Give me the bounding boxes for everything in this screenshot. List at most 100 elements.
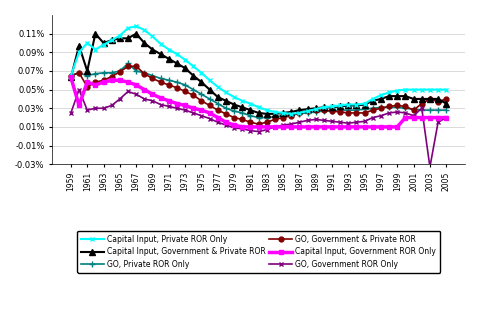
Capital Input, Government ROR Only: [354, 125, 360, 129]
GO, Private ROR Only: [395, 105, 400, 109]
GO, Private ROR Only: [182, 83, 188, 87]
Capital Input, Government ROR Only: [444, 116, 449, 120]
Line: Capital Input, Government & Private ROR: Capital Input, Government & Private ROR: [68, 31, 449, 117]
Capital Input, Private ROR Only: [207, 78, 213, 82]
Capital Input, Government & Private ROR: [240, 105, 245, 109]
GO, Private ROR Only: [117, 69, 123, 73]
GO, Private ROR Only: [444, 108, 449, 112]
Capital Input, Government & Private ROR: [272, 112, 278, 116]
Capital Input, Government & Private ROR: [419, 97, 425, 101]
Capital Input, Government ROR Only: [362, 125, 368, 129]
GO, Government & Private ROR: [264, 120, 270, 124]
Capital Input, Government ROR Only: [199, 108, 204, 112]
GO, Private ROR Only: [76, 71, 82, 75]
Capital Input, Government & Private ROR: [313, 106, 319, 110]
GO, Government ROR Only: [435, 120, 441, 124]
Capital Input, Private ROR Only: [68, 74, 74, 78]
GO, Private ROR Only: [166, 78, 172, 82]
GO, Government ROR Only: [313, 118, 319, 122]
GO, Private ROR Only: [125, 62, 131, 66]
GO, Private ROR Only: [223, 106, 229, 110]
GO, Private ROR Only: [297, 112, 302, 116]
Capital Input, Private ROR Only: [240, 99, 245, 103]
GO, Government ROR Only: [223, 123, 229, 127]
GO, Government & Private ROR: [150, 76, 156, 80]
GO, Government & Private ROR: [215, 108, 221, 112]
Capital Input, Private ROR Only: [174, 52, 180, 56]
Capital Input, Government & Private ROR: [264, 112, 270, 116]
GO, Private ROR Only: [354, 108, 360, 112]
Capital Input, Government ROR Only: [142, 88, 147, 92]
Capital Input, Private ROR Only: [427, 88, 433, 92]
GO, Government & Private ROR: [321, 108, 327, 112]
GO, Government ROR Only: [109, 104, 115, 108]
GO, Government & Private ROR: [329, 109, 335, 113]
GO, Government ROR Only: [297, 120, 302, 124]
GO, Government & Private ROR: [403, 104, 408, 108]
GO, Government & Private ROR: [133, 64, 139, 68]
GO, Government ROR Only: [207, 117, 213, 121]
Line: Capital Input, Government ROR Only: Capital Input, Government ROR Only: [69, 75, 449, 129]
Capital Input, Government & Private ROR: [109, 38, 115, 42]
Capital Input, Government & Private ROR: [346, 104, 351, 108]
GO, Private ROR Only: [313, 110, 319, 114]
Capital Input, Government & Private ROR: [191, 74, 196, 78]
Capital Input, Private ROR Only: [305, 109, 311, 113]
Capital Input, Government & Private ROR: [101, 41, 107, 45]
Capital Input, Private ROR Only: [354, 103, 360, 107]
GO, Government ROR Only: [240, 127, 245, 131]
GO, Government & Private ROR: [207, 104, 213, 108]
Capital Input, Private ROR Only: [435, 88, 441, 92]
Capital Input, Government & Private ROR: [354, 104, 360, 108]
Capital Input, Government & Private ROR: [125, 36, 131, 40]
GO, Private ROR Only: [386, 105, 392, 109]
Capital Input, Government ROR Only: [403, 116, 408, 120]
Capital Input, Government & Private ROR: [395, 94, 400, 98]
GO, Private ROR Only: [256, 116, 262, 120]
GO, Government & Private ROR: [199, 99, 204, 103]
Capital Input, Government & Private ROR: [403, 94, 408, 98]
GO, Government ROR Only: [174, 106, 180, 110]
GO, Private ROR Only: [305, 111, 311, 115]
GO, Government ROR Only: [199, 114, 204, 118]
Capital Input, Private ROR Only: [411, 88, 417, 92]
GO, Private ROR Only: [419, 108, 425, 112]
GO, Government ROR Only: [248, 129, 253, 133]
Capital Input, Government & Private ROR: [321, 105, 327, 109]
GO, Private ROR Only: [329, 109, 335, 113]
Capital Input, Government ROR Only: [150, 92, 156, 96]
GO, Government & Private ROR: [158, 80, 164, 84]
Capital Input, Private ROR Only: [329, 104, 335, 108]
Capital Input, Government & Private ROR: [386, 94, 392, 98]
Capital Input, Government & Private ROR: [329, 105, 335, 109]
GO, Government & Private ROR: [288, 114, 294, 118]
Capital Input, Government ROR Only: [109, 78, 115, 82]
Capital Input, Private ROR Only: [84, 41, 90, 45]
Capital Input, Government ROR Only: [248, 125, 253, 129]
GO, Government ROR Only: [305, 119, 311, 123]
GO, Government ROR Only: [125, 90, 131, 94]
Capital Input, Private ROR Only: [403, 88, 408, 92]
GO, Private ROR Only: [248, 114, 253, 118]
GO, Private ROR Only: [101, 71, 107, 75]
Capital Input, Private ROR Only: [288, 112, 294, 116]
GO, Private ROR Only: [321, 109, 327, 113]
Capital Input, Government ROR Only: [419, 116, 425, 120]
GO, Government & Private ROR: [435, 100, 441, 104]
GO, Government & Private ROR: [248, 120, 253, 124]
Capital Input, Private ROR Only: [150, 34, 156, 38]
Capital Input, Private ROR Only: [297, 111, 302, 115]
GO, Government ROR Only: [142, 97, 147, 101]
GO, Government & Private ROR: [419, 102, 425, 106]
GO, Government ROR Only: [411, 114, 417, 118]
GO, Government & Private ROR: [305, 109, 311, 113]
Capital Input, Government & Private ROR: [84, 69, 90, 73]
Capital Input, Government & Private ROR: [297, 108, 302, 112]
GO, Government ROR Only: [354, 120, 360, 124]
GO, Government ROR Only: [264, 128, 270, 132]
Capital Input, Government & Private ROR: [68, 76, 74, 80]
Capital Input, Government ROR Only: [280, 125, 286, 129]
GO, Private ROR Only: [427, 108, 433, 112]
GO, Government ROR Only: [280, 123, 286, 127]
Capital Input, Government & Private ROR: [362, 103, 368, 107]
